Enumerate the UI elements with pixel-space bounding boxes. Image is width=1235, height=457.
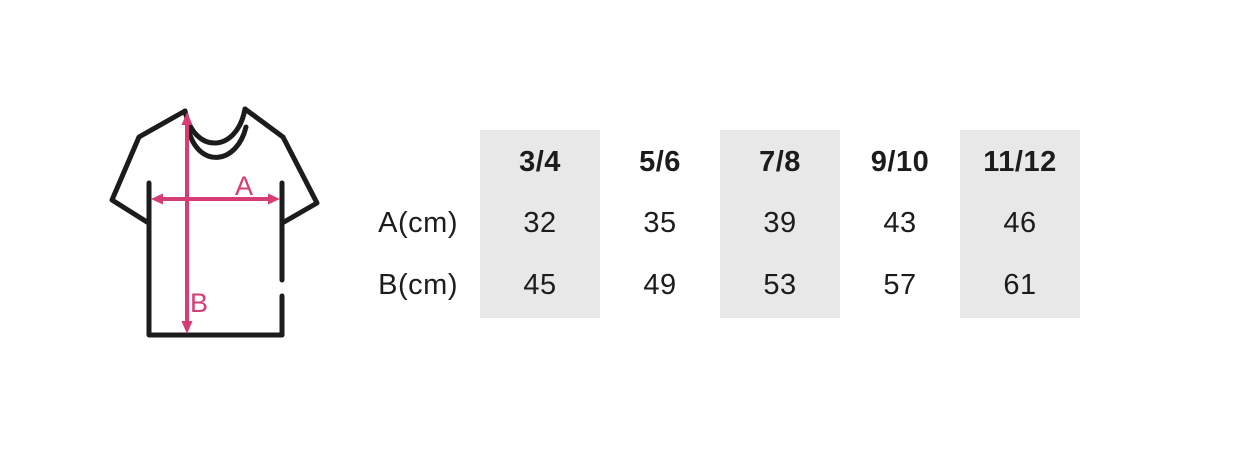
- value-a-size-9-10: 43: [883, 206, 917, 239]
- length-arrow-label: B: [190, 288, 208, 318]
- value-b-size-11-12: 61: [960, 252, 1080, 318]
- right-sleeve-path: [242, 106, 320, 225]
- size-table: 3/4 5/6 7/8 9/10 11/12 A(cm) 32 35 39 43…: [372, 130, 1080, 318]
- width-arrow-head-right: [268, 193, 280, 205]
- width-arrow-head-left: [151, 193, 163, 205]
- measurement-arrows: [151, 112, 280, 334]
- left-sleeve-path: [109, 108, 188, 225]
- width-arrow-label: A: [235, 171, 253, 201]
- size-column-header-9-10: 9/10: [870, 145, 930, 178]
- size-column-header-5-6: 5/6: [639, 145, 681, 178]
- length-arrow-head-bottom: [181, 321, 193, 334]
- value-a-size-11-12: 46: [960, 194, 1080, 252]
- value-b-size-9-10: 57: [883, 268, 917, 301]
- row-label-a-cm: A(cm): [378, 206, 458, 239]
- value-b-size-3-4: 45: [480, 252, 600, 318]
- value-b-size-5-6: 49: [643, 268, 677, 301]
- value-a-size-3-4: 32: [480, 194, 600, 252]
- body-left-bottom-path: [146, 180, 285, 338]
- row-label-b-cm: B(cm): [378, 268, 458, 301]
- size-column-header-3-4: 3/4: [480, 130, 600, 194]
- value-a-size-5-6: 35: [643, 206, 677, 239]
- tshirt-diagram-icon: A B: [109, 106, 320, 338]
- size-column-header-11-12: 11/12: [960, 130, 1080, 194]
- collar-outer-path: [182, 106, 248, 146]
- value-b-size-7-8: 53: [720, 252, 840, 318]
- tshirt-outline: [109, 106, 320, 338]
- collar-inner-path: [186, 124, 249, 160]
- corner-spacer: [372, 130, 480, 194]
- size-column-header-7-8: 7/8: [720, 130, 840, 194]
- length-arrow-head-top: [181, 112, 193, 125]
- value-a-size-7-8: 39: [720, 194, 840, 252]
